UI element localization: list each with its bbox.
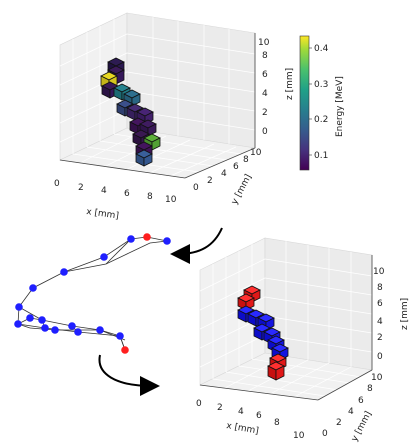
tick-label: 0 bbox=[54, 179, 60, 189]
graph-node bbox=[100, 253, 108, 261]
tick-label: 10 bbox=[371, 373, 383, 383]
point-graph bbox=[14, 233, 171, 354]
graph-node bbox=[96, 326, 104, 334]
tick-label: 0 bbox=[193, 183, 199, 193]
tick-label: 6 bbox=[124, 189, 130, 199]
graph-node bbox=[38, 316, 46, 324]
bottom-z-ticks: 0 2 4 6 8 10 bbox=[373, 267, 385, 362]
top-y-axis-label: y [mm] bbox=[230, 173, 254, 207]
colorbar-tick-label: 0.4 bbox=[314, 44, 329, 54]
tick-label: 8 bbox=[243, 155, 249, 165]
bottom-grid-left bbox=[199, 244, 266, 379]
graph-node bbox=[26, 314, 34, 322]
colorbar-tick-label: 0.1 bbox=[314, 151, 328, 161]
tick-label: 0 bbox=[196, 399, 202, 409]
graph-node bbox=[51, 326, 59, 334]
graph-node bbox=[116, 332, 124, 340]
top-voxels bbox=[100, 57, 161, 167]
colorbar-tick-label: 0.2 bbox=[314, 115, 328, 125]
colorbar-label: Energy [MeV] bbox=[335, 76, 345, 137]
bottom-x-axis-label: x [mm] bbox=[225, 421, 259, 437]
top-z-ticks: 0 2 4 6 8 10 bbox=[258, 38, 270, 137]
tick-label: 2 bbox=[78, 183, 84, 193]
tick-label: 10 bbox=[250, 148, 262, 158]
tick-label: 2 bbox=[217, 403, 223, 413]
bottom-z-axis-label: z [mm] bbox=[400, 298, 410, 330]
tick-label: 0 bbox=[322, 429, 328, 439]
tick-label: 6 bbox=[233, 162, 239, 172]
arrow-to-voxel-plot bbox=[98, 354, 160, 396]
graph-node bbox=[74, 328, 82, 336]
graph-edges bbox=[17, 236, 168, 351]
tick-label: 4 bbox=[262, 89, 268, 99]
tick-label: 6 bbox=[256, 411, 262, 421]
tick-label: 4 bbox=[221, 169, 227, 179]
tick-label: 4 bbox=[377, 317, 383, 327]
tick-label: 10 bbox=[165, 195, 177, 205]
tick-label: 8 bbox=[377, 283, 383, 293]
tick-label: 8 bbox=[274, 418, 280, 428]
tick-label: 10 bbox=[373, 267, 385, 277]
colorbar-tick-label: 0.3 bbox=[314, 80, 328, 90]
energy-colorbar: 0.1 0.2 0.3 0.4 Energy [MeV] bbox=[299, 35, 345, 171]
bottom-voxels bbox=[237, 285, 289, 381]
tick-label: 2 bbox=[207, 176, 213, 186]
tick-label: 0 bbox=[377, 352, 383, 362]
graph-node bbox=[29, 284, 37, 292]
top-x-axis-label: x [mm] bbox=[86, 207, 120, 221]
top-z-axis-label: z [mm] bbox=[285, 68, 295, 100]
tick-label: 6 bbox=[358, 396, 364, 406]
tick-label: 8 bbox=[262, 51, 268, 61]
graph-node bbox=[41, 324, 49, 332]
graph-nodes bbox=[14, 233, 171, 354]
tick-label: 6 bbox=[377, 299, 383, 309]
arrow-to-graph bbox=[170, 227, 223, 264]
graph-node bbox=[15, 303, 23, 311]
voxel bbox=[135, 149, 153, 167]
graph-node-endpoint bbox=[121, 346, 129, 354]
top-3d-plot: 0 2 4 6 8 10 x [mm] 0 2 4 6 8 10 y [mm] … bbox=[54, 12, 345, 222]
tick-label: 8 bbox=[367, 384, 373, 394]
voxel-endpoint bbox=[267, 361, 285, 381]
tick-label: 0 bbox=[262, 127, 268, 137]
tick-label: 4 bbox=[238, 407, 244, 417]
bottom-y-ticks: 0 2 4 6 8 10 bbox=[322, 373, 383, 439]
tick-label: 8 bbox=[147, 192, 153, 202]
graph-node bbox=[127, 235, 135, 243]
bottom-x-ticks: 0 2 4 6 8 10 bbox=[196, 399, 305, 441]
graph-node bbox=[14, 320, 22, 328]
voxel bbox=[139, 119, 157, 137]
tick-label: 4 bbox=[101, 186, 107, 196]
bottom-3d-plot: 0 2 4 6 8 10 x [mm] 0 2 4 6 8 10 y [mm] … bbox=[196, 237, 410, 443]
top-grid-floor bbox=[72, 131, 242, 178]
graph-node bbox=[60, 268, 68, 276]
graph-node-endpoint bbox=[143, 233, 151, 241]
tick-label: 6 bbox=[262, 70, 268, 80]
tick-label: 2 bbox=[262, 108, 268, 118]
top-x-ticks: 0 2 4 6 8 10 bbox=[54, 179, 177, 205]
tick-label: 10 bbox=[258, 38, 270, 48]
bottom-grid-back bbox=[264, 241, 373, 367]
tick-label: 10 bbox=[293, 431, 305, 441]
graph-node bbox=[68, 322, 76, 330]
tick-label: 4 bbox=[348, 407, 354, 417]
top-y-ticks: 0 2 4 6 8 10 bbox=[193, 148, 262, 193]
tick-label: 2 bbox=[336, 418, 342, 428]
tick-label: 2 bbox=[377, 333, 383, 343]
graph-node bbox=[163, 237, 171, 245]
